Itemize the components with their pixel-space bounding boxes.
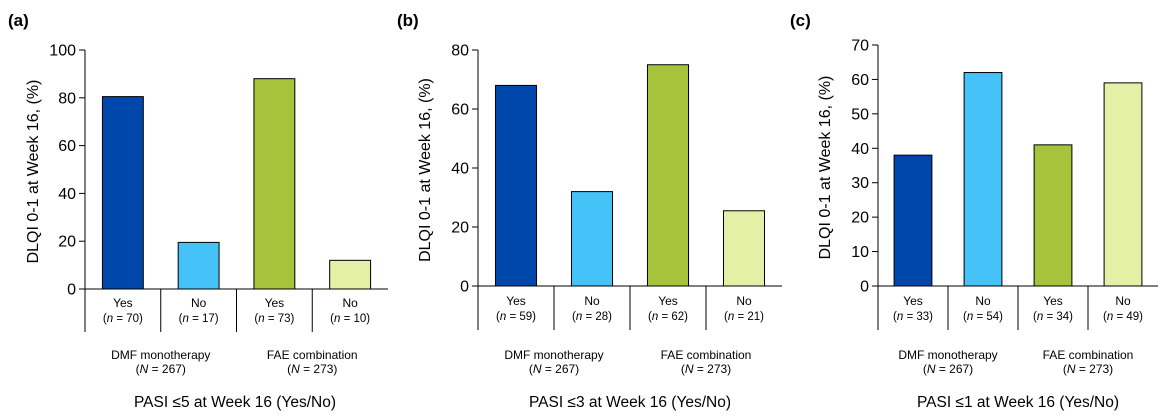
y-tick-label: 0 bbox=[860, 279, 869, 296]
group-label: DMF monotherapy bbox=[898, 348, 997, 362]
y-tick-label: 0 bbox=[460, 279, 469, 296]
x-axis-title: PASI ≤3 at Week 16 (Yes/No) bbox=[529, 394, 731, 411]
category-n-label: (n = 70) bbox=[103, 313, 143, 325]
group-label: FAE combination bbox=[661, 348, 752, 362]
group-n-label: (N = 267) bbox=[529, 362, 579, 376]
panel-label: (a) bbox=[8, 11, 29, 30]
y-axis-title: DLQI 0-1 at Week 16, (%) bbox=[417, 78, 434, 262]
bar bbox=[253, 78, 296, 290]
group-n-label: (N = 267) bbox=[923, 362, 973, 376]
category-label: No bbox=[342, 296, 358, 310]
chart-panel-2: (c) 0 10 20 30 40 50 60 70 DLQI 0-1 at Week 16, (… bbox=[790, 11, 1158, 411]
bar bbox=[722, 210, 766, 287]
bar bbox=[570, 191, 614, 287]
chart-panel-1: (b) 0 20 40 60 80 DLQI 0-1 at Week 16, (%) Yes (… bbox=[397, 11, 782, 411]
category-label: No bbox=[1115, 294, 1131, 308]
category-n-label: (n = 34) bbox=[1033, 311, 1073, 323]
category-n-label: (n = 21) bbox=[724, 311, 764, 323]
group-label: DMF monotherapy bbox=[504, 348, 603, 362]
y-tick-label: 60 bbox=[451, 102, 469, 119]
category-n-label: (n = 73) bbox=[254, 313, 294, 325]
category-label: No bbox=[584, 294, 600, 308]
category-label: No bbox=[975, 294, 991, 308]
y-tick-label: 100 bbox=[49, 43, 76, 60]
y-tick-label: 20 bbox=[451, 220, 469, 237]
y-tick-label: 30 bbox=[851, 175, 869, 192]
y-tick-label: 60 bbox=[58, 138, 76, 155]
y-tick-label: 20 bbox=[851, 210, 869, 227]
group-label: FAE combination bbox=[267, 348, 358, 362]
category-label: Yes bbox=[506, 294, 526, 308]
category-label: No bbox=[191, 296, 207, 310]
group-label: FAE combination bbox=[1043, 348, 1134, 362]
y-tick-label: 40 bbox=[58, 186, 76, 203]
y-axis-title: DLQI 0-1 at Week 16, (%) bbox=[817, 76, 834, 260]
y-tick-label: 0 bbox=[67, 282, 76, 299]
bar bbox=[1103, 82, 1143, 287]
category-label: No bbox=[736, 294, 752, 308]
panel-label: (c) bbox=[790, 11, 811, 30]
chart-panel-0: (a) 0 20 40 60 80 100 DLQI 0-1 at Week 16, (%) Y… bbox=[8, 11, 388, 411]
y-tick-label: 20 bbox=[58, 234, 76, 251]
bar bbox=[1033, 144, 1073, 287]
y-tick-label: 60 bbox=[851, 72, 869, 89]
group-n-label: (N = 273) bbox=[681, 362, 731, 376]
category-label: Yes bbox=[903, 294, 923, 308]
bar bbox=[177, 241, 220, 290]
category-label: Yes bbox=[113, 296, 133, 310]
y-tick-label: 80 bbox=[451, 43, 469, 60]
y-axis-title: DLQI 0-1 at Week 16, (%) bbox=[25, 80, 42, 264]
category-n-label: (n = 49) bbox=[1103, 311, 1143, 323]
x-axis-title: PASI ≤5 at Week 16 (Yes/No) bbox=[134, 394, 336, 411]
bar bbox=[963, 72, 1003, 287]
category-n-label: (n = 17) bbox=[179, 313, 219, 325]
group-n-label: (N = 273) bbox=[1063, 362, 1113, 376]
category-n-label: (n = 59) bbox=[496, 311, 536, 323]
category-label: Yes bbox=[1043, 294, 1063, 308]
bar bbox=[101, 96, 144, 290]
category-n-label: (n = 10) bbox=[330, 313, 370, 325]
group-n-label: (N = 273) bbox=[287, 362, 337, 376]
bar bbox=[893, 154, 933, 287]
category-label: Yes bbox=[265, 296, 285, 310]
group-n-label: (N = 267) bbox=[136, 362, 186, 376]
category-n-label: (n = 54) bbox=[963, 311, 1003, 323]
panel-label: (b) bbox=[397, 11, 419, 30]
y-tick-label: 50 bbox=[851, 106, 869, 123]
y-tick-label: 80 bbox=[58, 90, 76, 107]
y-tick-label: 40 bbox=[451, 161, 469, 178]
category-n-label: (n = 33) bbox=[893, 311, 933, 323]
y-tick-label: 10 bbox=[851, 244, 869, 261]
bar bbox=[329, 259, 372, 290]
category-n-label: (n = 28) bbox=[572, 311, 612, 323]
category-label: Yes bbox=[658, 294, 678, 308]
group-label: DMF monotherapy bbox=[111, 348, 210, 362]
x-axis-title: PASI ≤1 at Week 16 (Yes/No) bbox=[917, 394, 1119, 411]
category-n-label: (n = 62) bbox=[648, 311, 688, 323]
y-tick-label: 40 bbox=[851, 141, 869, 158]
y-tick-label: 70 bbox=[851, 38, 869, 55]
bar bbox=[494, 84, 538, 287]
bar bbox=[646, 64, 690, 287]
